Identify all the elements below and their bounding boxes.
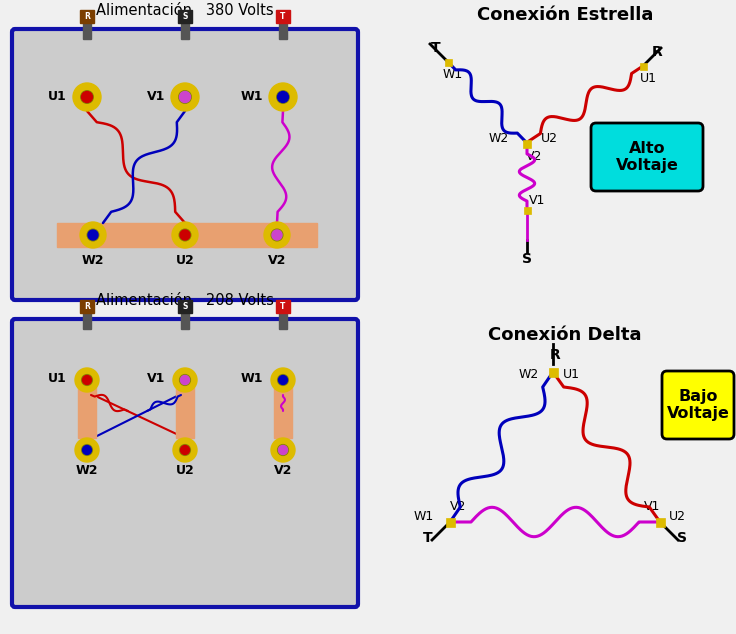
Circle shape [180, 91, 191, 103]
Circle shape [173, 438, 197, 462]
Bar [181, 309, 189, 329]
Bar [178, 10, 192, 23]
Circle shape [75, 368, 99, 392]
Text: R: R [84, 302, 90, 311]
Bar [445, 58, 451, 65]
Text: Alto
Voltaje: Alto Voltaje [615, 141, 679, 173]
Text: U2: U2 [668, 510, 685, 524]
Bar [523, 140, 531, 148]
Text: S: S [183, 302, 188, 311]
Text: W1: W1 [241, 89, 263, 103]
Bar [276, 10, 290, 23]
Text: V2: V2 [274, 463, 292, 477]
Text: W2: W2 [519, 368, 539, 382]
Text: Alimentación   208 Volts: Alimentación 208 Volts [96, 293, 274, 308]
Text: T: T [280, 12, 286, 21]
Text: T: T [423, 531, 433, 545]
Text: T: T [280, 302, 286, 311]
Circle shape [278, 375, 288, 384]
Text: U2: U2 [540, 133, 557, 145]
Circle shape [180, 446, 189, 455]
FancyBboxPatch shape [12, 29, 358, 300]
FancyBboxPatch shape [662, 371, 734, 439]
Text: V1: V1 [146, 373, 165, 385]
Text: W1: W1 [414, 510, 434, 524]
Text: W2: W2 [489, 133, 509, 145]
Circle shape [171, 83, 199, 111]
Bar [279, 19, 287, 39]
Bar [445, 517, 455, 526]
Circle shape [173, 368, 197, 392]
Text: S: S [677, 531, 687, 545]
FancyBboxPatch shape [591, 123, 703, 191]
Circle shape [180, 230, 190, 240]
Bar [548, 368, 557, 377]
Circle shape [271, 368, 295, 392]
Text: Conexión Estrella: Conexión Estrella [477, 6, 653, 24]
Text: U1: U1 [49, 373, 67, 385]
Text: S: S [183, 12, 188, 21]
Circle shape [82, 91, 93, 103]
Circle shape [272, 230, 282, 240]
Text: W1: W1 [241, 373, 263, 385]
Bar [640, 63, 646, 70]
Text: Bajo
Voltaje: Bajo Voltaje [667, 389, 729, 421]
Text: V1: V1 [644, 500, 660, 512]
Circle shape [269, 83, 297, 111]
Bar [57, 223, 317, 247]
Bar [178, 300, 192, 313]
Bar [274, 380, 292, 438]
Text: V1: V1 [146, 89, 165, 103]
Text: Conexión Delta: Conexión Delta [488, 326, 642, 344]
FancyBboxPatch shape [12, 319, 358, 607]
Text: U1: U1 [562, 368, 579, 382]
Text: S: S [522, 252, 532, 266]
Circle shape [73, 83, 101, 111]
Circle shape [172, 222, 198, 248]
Text: V2: V2 [526, 150, 542, 164]
Text: V1: V1 [528, 193, 545, 207]
Text: R: R [84, 12, 90, 21]
Circle shape [80, 222, 106, 248]
Bar [523, 207, 531, 214]
Bar [176, 380, 194, 438]
Text: W2: W2 [82, 254, 105, 268]
Bar [279, 309, 287, 329]
Bar [80, 10, 94, 23]
Bar [83, 19, 91, 39]
Text: V2: V2 [450, 500, 466, 512]
Bar [656, 517, 665, 526]
Circle shape [75, 438, 99, 462]
Circle shape [82, 446, 91, 455]
Text: R: R [550, 348, 560, 362]
Text: R: R [651, 45, 662, 59]
Bar [80, 300, 94, 313]
Circle shape [271, 438, 295, 462]
Text: T: T [431, 41, 441, 55]
Bar [276, 300, 290, 313]
Circle shape [278, 446, 288, 455]
Bar [181, 19, 189, 39]
Text: U1: U1 [49, 89, 67, 103]
Text: W2: W2 [76, 463, 98, 477]
Circle shape [82, 375, 91, 384]
Text: W1: W1 [443, 68, 463, 82]
Circle shape [180, 375, 189, 384]
Text: U2: U2 [176, 254, 194, 268]
Circle shape [88, 230, 98, 240]
Text: U2: U2 [176, 463, 194, 477]
Bar [83, 309, 91, 329]
Bar [78, 380, 96, 438]
Text: U1: U1 [640, 72, 657, 86]
Circle shape [264, 222, 290, 248]
Text: Alimentación   380 Volts: Alimentación 380 Volts [96, 3, 274, 18]
Text: V2: V2 [268, 254, 286, 268]
Circle shape [277, 91, 289, 103]
